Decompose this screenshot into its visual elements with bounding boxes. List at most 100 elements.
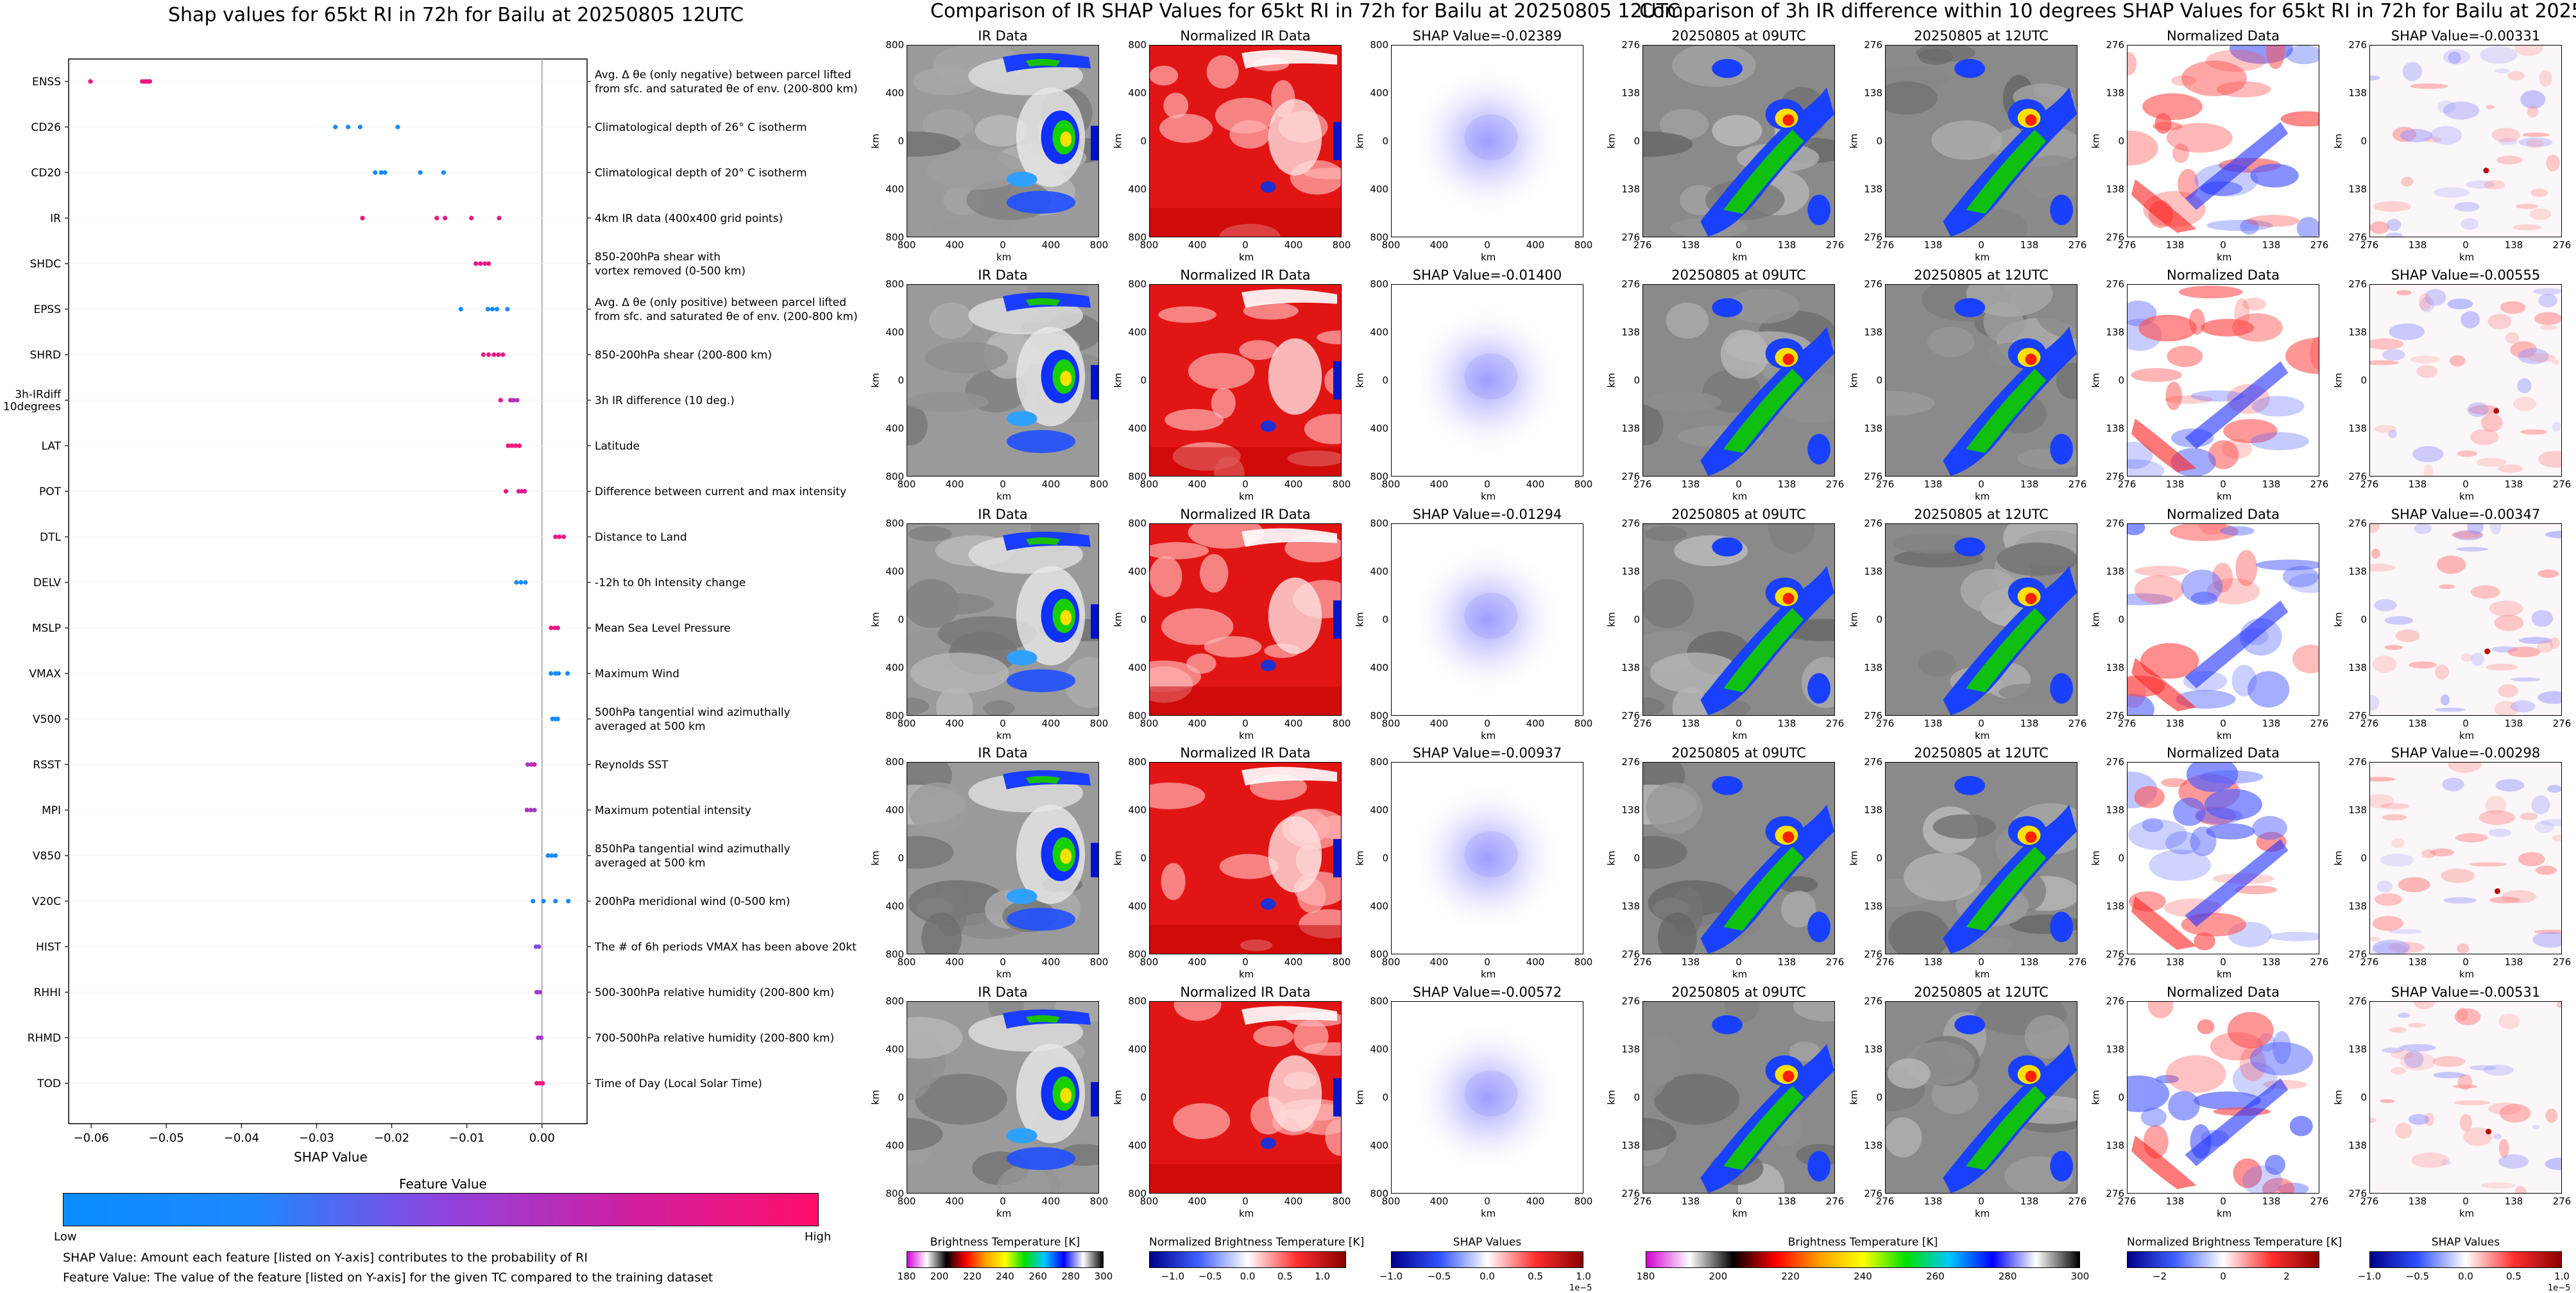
y-tick-label: 400 — [1370, 900, 1388, 912]
colorbar-label: Normalized Brightness Temperature [K] — [2127, 1236, 2342, 1249]
y-tick-label: 400 — [885, 804, 904, 816]
y-tick-label: 138 — [1621, 804, 1640, 816]
colorbar-tick-label: −0.5 — [1198, 1271, 1222, 1282]
y-tick-label: 276 — [2348, 710, 2367, 722]
y-tick-label: 800 — [1370, 995, 1388, 1007]
map-panel-ir3 — [1885, 1001, 2077, 1194]
feature-description: Difference between current and max inten… — [595, 486, 846, 498]
shap-point — [497, 216, 502, 221]
y-axis-label: km — [2332, 373, 2344, 388]
shap-point — [434, 216, 439, 221]
x-tick-label: 800 — [1139, 956, 1159, 968]
x-tick-label: 276 — [2068, 718, 2087, 729]
y-tick-label: 276 — [2106, 518, 2124, 529]
y-tick-label: 0 — [1382, 135, 1388, 147]
y-tick-label: 276 — [2106, 232, 2124, 243]
map-panel-ir — [907, 45, 1099, 237]
y-tick-label: 138 — [1864, 423, 1882, 434]
x-tick-label: 138 — [1681, 1196, 1700, 1207]
y-tick-label: 138 — [2348, 423, 2367, 434]
y-tick-label: 276 — [1621, 39, 1640, 51]
y-tick-label: 800 — [1128, 756, 1147, 768]
y-tick-label: 0 — [1876, 1092, 1882, 1103]
shap-point — [556, 671, 561, 676]
y-tick-label: 400 — [885, 183, 904, 195]
x-tick-label: 400 — [1041, 718, 1061, 729]
x-tick-label: 138 — [1777, 956, 1796, 968]
x-tick-label: 800 — [1139, 478, 1159, 490]
y-tick-label: 0 — [2360, 375, 2367, 386]
feature-colorbar — [63, 1193, 819, 1226]
x-tick-label: 400 — [1284, 718, 1303, 729]
x-tick-label: 276 — [2117, 718, 2137, 729]
y-tick-label: 276 — [1864, 278, 1882, 290]
y-tick-label: 0 — [898, 852, 904, 864]
y-tick-label: 138 — [2348, 566, 2367, 577]
y-tick-label: 800 — [1128, 1188, 1147, 1199]
y-tick-label: 400 — [885, 87, 904, 99]
feature-label: EPSS — [33, 303, 61, 316]
x-tick-label: 276 — [2552, 718, 2572, 729]
x-tick-label: 276 — [1633, 239, 1652, 251]
y-axis-label: km — [1605, 1090, 1617, 1105]
x-axis-label: km — [996, 251, 1012, 263]
y-axis-label: km — [1112, 1090, 1124, 1105]
x-tick-label: 276 — [1825, 1196, 1845, 1207]
y-tick-label: 0 — [2360, 1092, 2367, 1103]
feature-label: RHHI — [34, 986, 61, 999]
y-tick-label: 400 — [885, 326, 904, 338]
y-tick-label: 276 — [1864, 1188, 1882, 1199]
feature-label: POT — [39, 486, 62, 498]
x-tick-label: 276 — [1875, 239, 1895, 251]
shap-point — [522, 489, 527, 494]
y-tick-label: 800 — [885, 278, 904, 290]
x-tick-label: 138 — [2165, 478, 2185, 490]
y-tick-label: 800 — [1128, 518, 1147, 529]
x-tick-label: 400 — [1041, 956, 1061, 968]
y-axis-label: km — [1605, 133, 1617, 149]
x-tick-label: 400 — [1429, 239, 1449, 251]
y-tick-label: 138 — [2348, 183, 2367, 195]
x-tick-label: 0 — [1484, 956, 1490, 968]
feature-description: Maximum Wind — [595, 668, 679, 680]
shap-point — [517, 443, 522, 448]
y-tick-label: 400 — [1370, 183, 1388, 195]
panel-title: SHAP Value=-0.01400 — [1412, 267, 1562, 283]
y-tick-label: 0 — [1876, 852, 1882, 864]
shap-point — [360, 216, 365, 221]
x-tick-label: 800 — [1332, 956, 1351, 968]
y-tick-label: 0 — [1633, 1092, 1640, 1103]
colorbar-tick-label: 200 — [930, 1271, 949, 1282]
colorbar-tick-label: 0.0 — [1240, 1271, 1256, 1282]
x-tick-label: 276 — [1633, 478, 1652, 490]
shap-axes-frame — [68, 58, 588, 1124]
y-tick-label: 276 — [2106, 995, 2124, 1007]
y-axis-label: km — [2090, 133, 2102, 149]
colorbar — [1646, 1251, 2080, 1268]
shap-point — [541, 899, 546, 904]
y-axis-label: km — [869, 373, 882, 388]
y-tick-label: 138 — [1621, 326, 1640, 338]
y-tick-label: 400 — [1128, 1140, 1147, 1151]
x-tick-label: 276 — [2068, 956, 2087, 968]
y-tick-label: 138 — [1621, 566, 1640, 577]
x-tick-label: 0 — [2220, 956, 2226, 968]
x-tick-label: 276 — [2068, 478, 2087, 490]
shap-point — [503, 489, 509, 494]
feature-label: V500 — [33, 713, 61, 726]
x-tick-label: 138 — [1923, 239, 1943, 251]
x-axis-label: km — [1239, 968, 1254, 980]
x-tick-label: −0.05 — [149, 1131, 184, 1145]
x-axis-label: km — [2459, 491, 2475, 502]
y-tick-label: 138 — [1864, 183, 1882, 195]
x-axis-label: km — [1481, 491, 1496, 502]
shap-point — [537, 990, 542, 995]
map-panel-ir3 — [1885, 45, 2077, 237]
y-tick-label: 400 — [1128, 804, 1147, 816]
y-tick-label: 276 — [1864, 39, 1882, 51]
x-tick-label: −0.01 — [449, 1131, 484, 1145]
x-tick-label: 800 — [1139, 239, 1159, 251]
colorbar — [1391, 1251, 1583, 1268]
y-tick-label: 400 — [885, 1140, 904, 1151]
feature-description: Avg. Δ θe (only negative) between parcel… — [595, 69, 851, 81]
